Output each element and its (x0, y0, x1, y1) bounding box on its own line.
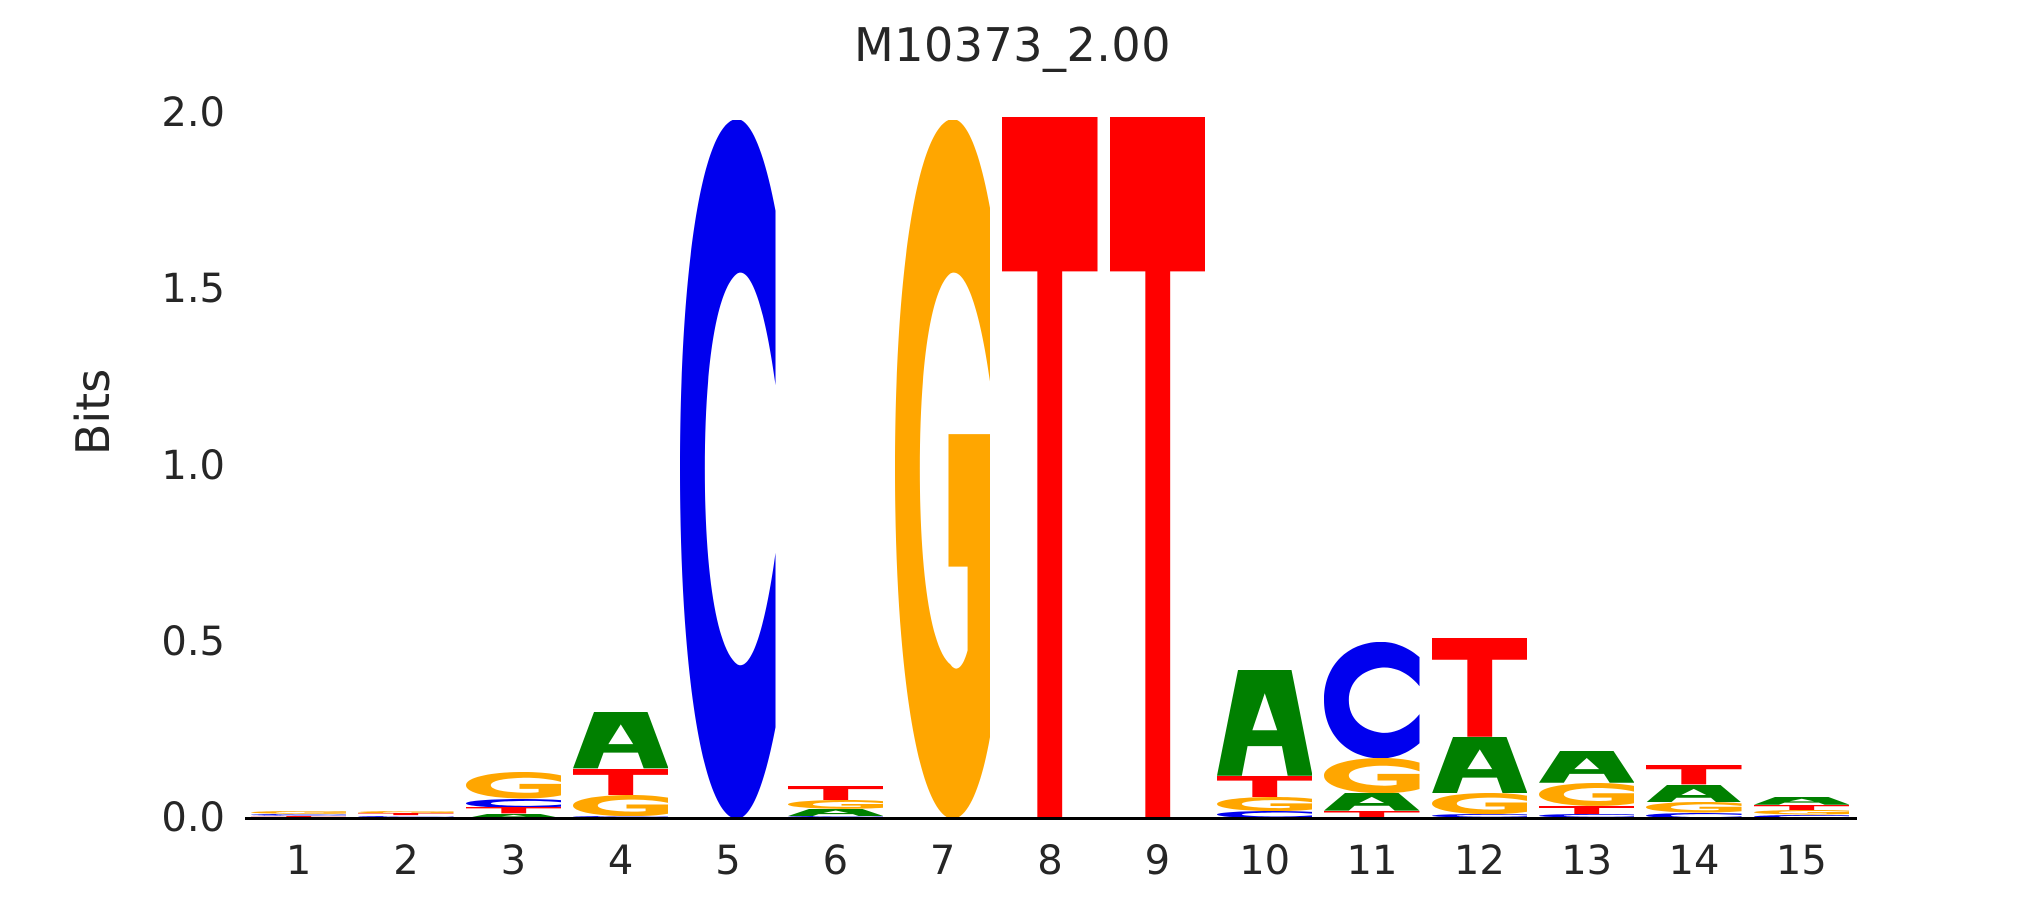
logo-stack-position-5 (680, 113, 776, 818)
logo-letter-T-pos4 (572, 768, 669, 796)
x-tick-label: 4 (607, 838, 634, 884)
logo-letter-A-pos10 (1216, 669, 1313, 776)
x-tick-label: 11 (1346, 838, 1398, 884)
logo-letter-G-pos6 (787, 800, 884, 810)
logo-stack-position-12 (1431, 113, 1528, 818)
logo-letter-C-pos1 (250, 813, 347, 816)
logo-letter-T-pos1 (250, 815, 347, 817)
logo-stack-position-4 (572, 113, 669, 818)
logo-letter-A-pos6 (787, 809, 884, 817)
logo-stack-position-14 (1646, 113, 1742, 818)
logo-letter-T-pos12 (1431, 638, 1528, 737)
logo-stack-position-13 (1538, 113, 1635, 818)
logo-letter-T-pos10 (1216, 775, 1313, 797)
logo-stack-position-15 (1753, 113, 1850, 818)
logo-letter-T-pos9 (1109, 116, 1206, 818)
logo-stack-position-6 (787, 113, 884, 818)
logo-letter-T-pos3 (465, 807, 562, 814)
x-axis-line (245, 817, 1857, 820)
logo-letter-C-pos3 (465, 798, 562, 808)
logo-letter-A-pos14 (1646, 784, 1742, 803)
y-tick-label: 1.0 (161, 442, 225, 489)
logo-letter-G-pos3 (465, 772, 562, 799)
logo-stack-position-9 (1109, 113, 1206, 818)
logo-letter-G-pos13 (1538, 782, 1635, 806)
logo-letter-G-pos1 (250, 810, 347, 814)
logo-letter-C-pos2 (358, 815, 454, 817)
logo-letter-G-pos11 (1324, 758, 1420, 794)
logo-letter-A-pos13 (1538, 751, 1635, 783)
logo-letter-G-pos12 (1431, 793, 1528, 815)
x-tick-label: 10 (1239, 838, 1291, 884)
logo-stack-position-3 (465, 113, 562, 818)
logo-letter-G-pos10 (1216, 796, 1313, 811)
logo-letter-T-pos13 (1538, 805, 1635, 815)
logo-letter-C-pos11 (1324, 641, 1420, 759)
logo-letter-A-pos11 (1324, 793, 1420, 811)
y-tick-label: 1.5 (161, 266, 225, 313)
x-tick-label: 12 (1453, 838, 1505, 884)
x-tick-label: 8 (1037, 838, 1063, 884)
logo-letter-G-pos7 (894, 120, 991, 818)
x-tick-label: 1 (285, 838, 312, 884)
x-tick-label: 3 (500, 838, 527, 884)
logo-stack-position-10 (1216, 113, 1313, 818)
logo-letter-C-pos14 (1646, 812, 1742, 818)
logo-stack-position-1 (250, 113, 347, 818)
logo-stack-position-2 (358, 113, 454, 818)
x-tick-label: 15 (1775, 838, 1827, 884)
y-tick-label: 0.5 (161, 618, 225, 665)
logo-letter-A-pos12 (1431, 736, 1528, 794)
page-title: M10373_2.00 (854, 18, 1171, 72)
logo-plot-area (245, 113, 1855, 818)
logo-stack-position-8 (1002, 113, 1098, 818)
y-axis-ticks: Bits 0.0 0.5 1.0 1.5 2.0 (65, 0, 225, 900)
y-tick-label: 2.0 (161, 90, 225, 136)
logo-stack-position-7 (894, 113, 991, 818)
logo-letter-G-pos15 (1753, 810, 1850, 815)
logo-letter-T-pos8 (1002, 116, 1098, 818)
logo-letter-T-pos15 (1753, 804, 1850, 811)
logo-letter-T-pos14 (1646, 765, 1742, 785)
logo-letter-T-pos6 (787, 786, 884, 801)
logo-letter-G-pos4 (572, 795, 669, 817)
x-tick-label: 9 (1144, 838, 1171, 884)
logo-letter-C-pos10 (1216, 810, 1313, 818)
logo-letter-A-pos3 (465, 813, 562, 818)
logo-letter-G-pos14 (1646, 802, 1742, 813)
logo-letter-T-pos2 (358, 813, 454, 816)
x-tick-label: 6 (822, 838, 849, 884)
x-tick-label: 13 (1561, 838, 1613, 884)
x-tick-label: 7 (929, 838, 956, 884)
logo-stack-position-11 (1324, 113, 1420, 818)
logo-letter-G-pos2 (358, 810, 454, 814)
logo-letter-T-pos11 (1324, 810, 1420, 818)
x-tick-label: 5 (715, 838, 741, 884)
x-tick-label: 14 (1668, 838, 1720, 884)
logo-letter-C-pos5 (680, 120, 776, 818)
logo-letter-A-pos15 (1753, 796, 1850, 805)
logo-letter-A-pos4 (572, 712, 669, 769)
y-tick-label: 0.0 (161, 795, 225, 841)
x-tick-label: 2 (393, 838, 419, 884)
x-axis-ticks: 1 2 3 4 5 6 7 8 9 10 11 12 13 14 15 (245, 838, 1855, 898)
